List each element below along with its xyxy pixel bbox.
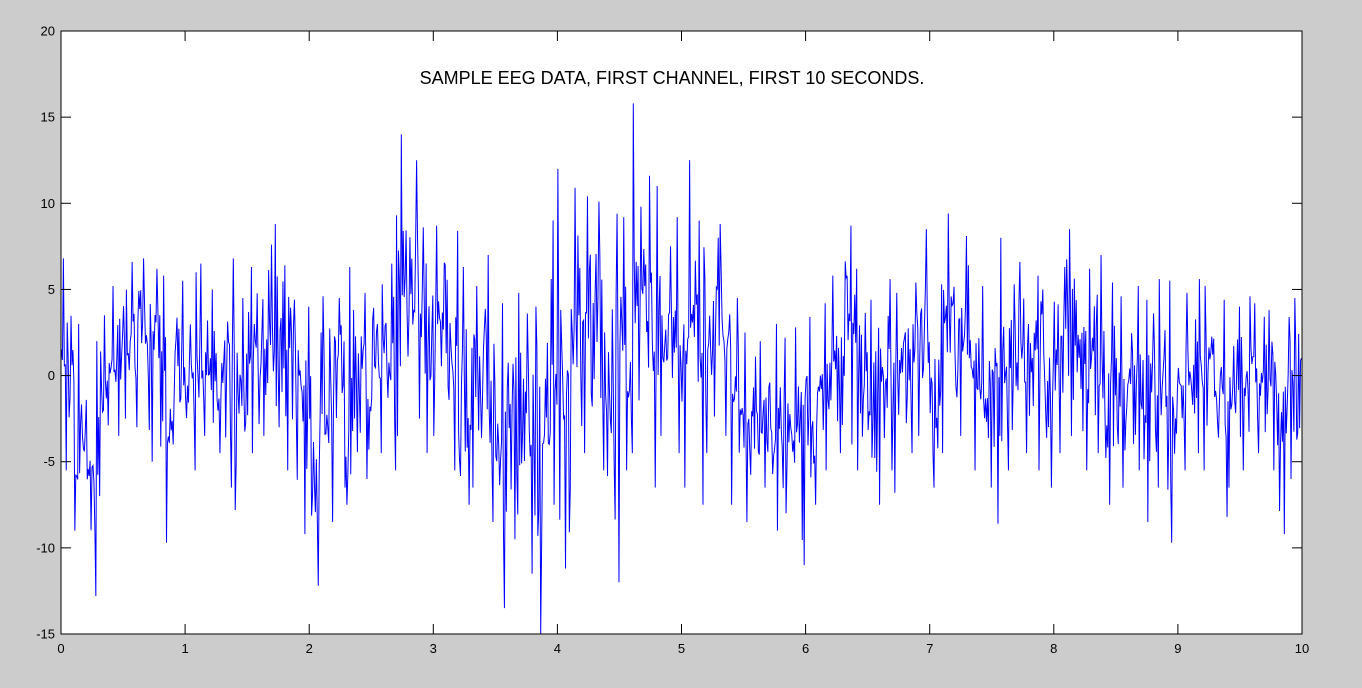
x-tick-label: 8 bbox=[1050, 641, 1057, 656]
y-tick-label: 20 bbox=[41, 24, 55, 39]
x-tick-label: 3 bbox=[430, 641, 437, 656]
chart-title: SAMPLE EEG DATA, FIRST CHANNEL, FIRST 10… bbox=[420, 68, 925, 88]
x-tick-label: 9 bbox=[1174, 641, 1181, 656]
eeg-signal-line bbox=[60, 103, 1302, 635]
x-tick-label: 0 bbox=[57, 641, 64, 656]
y-tick-label: 0 bbox=[48, 368, 55, 383]
y-tick-label: -15 bbox=[36, 627, 55, 642]
x-tick-label: 10 bbox=[1295, 641, 1309, 656]
y-tick-label: -5 bbox=[43, 454, 55, 469]
y-tick-label: 5 bbox=[48, 282, 55, 297]
y-tick-label: 15 bbox=[41, 110, 55, 125]
x-tick-label: 1 bbox=[181, 641, 188, 656]
x-tick-label: 2 bbox=[306, 641, 313, 656]
x-tick-label: 6 bbox=[802, 641, 809, 656]
y-tick-label: -10 bbox=[36, 540, 55, 555]
x-tick-label: 4 bbox=[554, 641, 561, 656]
x-tick-label: 5 bbox=[678, 641, 685, 656]
x-tick-label: 7 bbox=[926, 641, 933, 656]
y-tick-label: 10 bbox=[41, 196, 55, 211]
plot-area bbox=[61, 31, 1302, 634]
